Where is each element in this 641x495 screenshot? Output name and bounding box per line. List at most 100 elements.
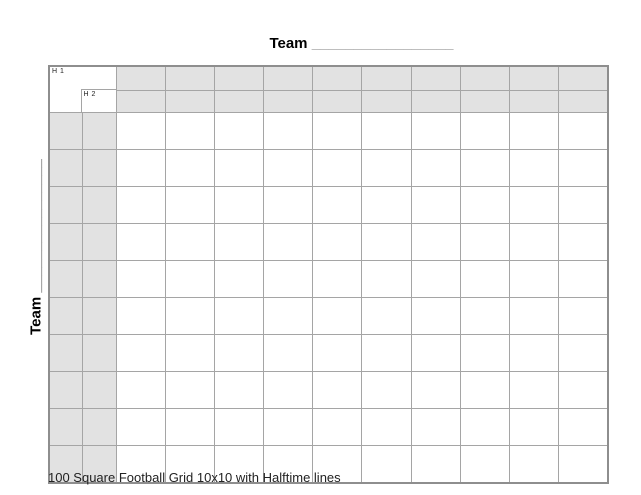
square-cell[interactable] — [508, 186, 560, 224]
square-cell[interactable] — [361, 334, 412, 372]
square-cell[interactable] — [558, 186, 609, 224]
number-cell[interactable] — [508, 90, 560, 113]
square-cell[interactable] — [410, 445, 461, 484]
number-cell[interactable] — [410, 90, 461, 113]
square-cell[interactable] — [164, 112, 215, 150]
number-cell[interactable] — [81, 260, 117, 298]
square-cell[interactable] — [361, 223, 412, 261]
number-cell[interactable] — [164, 90, 215, 113]
square-cell[interactable] — [115, 408, 166, 446]
square-cell[interactable] — [459, 223, 511, 261]
square-cell[interactable] — [263, 334, 314, 372]
number-cell[interactable] — [508, 65, 560, 91]
square-cell[interactable] — [312, 223, 363, 261]
square-cell[interactable] — [213, 149, 265, 187]
square-cell[interactable] — [361, 260, 412, 298]
square-cell[interactable] — [459, 186, 511, 224]
square-cell[interactable] — [213, 260, 265, 298]
number-cell[interactable] — [213, 90, 265, 113]
number-cell[interactable] — [558, 90, 609, 113]
square-cell[interactable] — [508, 297, 560, 335]
square-cell[interactable] — [115, 223, 166, 261]
square-cell[interactable] — [115, 371, 166, 409]
square-cell[interactable] — [459, 445, 511, 484]
square-cell[interactable] — [312, 408, 363, 446]
square-cell[interactable] — [459, 260, 511, 298]
square-cell[interactable] — [263, 223, 314, 261]
square-cell[interactable] — [115, 334, 166, 372]
square-cell[interactable] — [312, 149, 363, 187]
square-cell[interactable] — [115, 186, 166, 224]
square-cell[interactable] — [558, 334, 609, 372]
square-cell[interactable] — [410, 260, 461, 298]
square-cell[interactable] — [508, 149, 560, 187]
square-cell[interactable] — [558, 260, 609, 298]
square-cell[interactable] — [410, 408, 461, 446]
square-cell[interactable] — [558, 297, 609, 335]
square-cell[interactable] — [312, 297, 363, 335]
square-cell[interactable] — [508, 112, 560, 150]
square-cell[interactable] — [312, 260, 363, 298]
number-cell[interactable] — [312, 90, 363, 113]
number-cell[interactable] — [81, 186, 117, 224]
square-cell[interactable] — [459, 149, 511, 187]
number-cell[interactable] — [213, 65, 265, 91]
square-cell[interactable] — [164, 186, 215, 224]
square-cell[interactable] — [459, 297, 511, 335]
square-cell[interactable] — [361, 186, 412, 224]
number-cell[interactable] — [81, 445, 117, 484]
number-cell[interactable] — [115, 65, 166, 91]
square-cell[interactable] — [558, 112, 609, 150]
square-cell[interactable] — [410, 112, 461, 150]
number-cell[interactable] — [48, 186, 83, 224]
number-cell[interactable] — [81, 149, 117, 187]
square-cell[interactable] — [410, 223, 461, 261]
square-cell[interactable] — [361, 408, 412, 446]
square-cell[interactable] — [263, 260, 314, 298]
number-cell[interactable] — [459, 90, 511, 113]
number-cell[interactable] — [81, 408, 117, 446]
square-cell[interactable] — [508, 371, 560, 409]
square-cell[interactable] — [263, 408, 314, 446]
square-cell[interactable] — [213, 186, 265, 224]
square-cell[interactable] — [263, 186, 314, 224]
number-cell[interactable] — [48, 408, 83, 446]
square-cell[interactable] — [115, 149, 166, 187]
square-cell[interactable] — [213, 408, 265, 446]
square-cell[interactable] — [115, 260, 166, 298]
number-cell[interactable] — [81, 371, 117, 409]
square-cell[interactable] — [558, 149, 609, 187]
number-cell[interactable] — [48, 334, 83, 372]
square-cell[interactable] — [213, 223, 265, 261]
square-cell[interactable] — [263, 297, 314, 335]
square-cell[interactable] — [361, 371, 412, 409]
square-cell[interactable] — [558, 223, 609, 261]
number-cell[interactable] — [558, 65, 609, 91]
square-cell[interactable] — [164, 408, 215, 446]
number-cell[interactable] — [361, 65, 412, 91]
square-cell[interactable] — [361, 297, 412, 335]
number-cell[interactable] — [48, 112, 83, 150]
square-cell[interactable] — [459, 371, 511, 409]
square-cell[interactable] — [508, 445, 560, 484]
square-cell[interactable] — [410, 371, 461, 409]
number-cell[interactable] — [81, 297, 117, 335]
square-cell[interactable] — [312, 445, 363, 484]
top-team-blank-line[interactable]: _________________ — [311, 35, 454, 52]
square-cell[interactable] — [263, 445, 314, 484]
square-cell[interactable] — [410, 186, 461, 224]
square-cell[interactable] — [115, 445, 166, 484]
number-cell[interactable] — [312, 65, 363, 91]
square-cell[interactable] — [213, 334, 265, 372]
square-cell[interactable] — [312, 334, 363, 372]
number-cell[interactable] — [48, 297, 83, 335]
number-cell[interactable] — [81, 334, 117, 372]
square-cell[interactable] — [312, 112, 363, 150]
square-cell[interactable] — [410, 149, 461, 187]
square-cell[interactable] — [263, 149, 314, 187]
square-cell[interactable] — [508, 223, 560, 261]
square-cell[interactable] — [213, 297, 265, 335]
square-cell[interactable] — [558, 408, 609, 446]
square-cell[interactable] — [312, 371, 363, 409]
square-cell[interactable] — [459, 112, 511, 150]
